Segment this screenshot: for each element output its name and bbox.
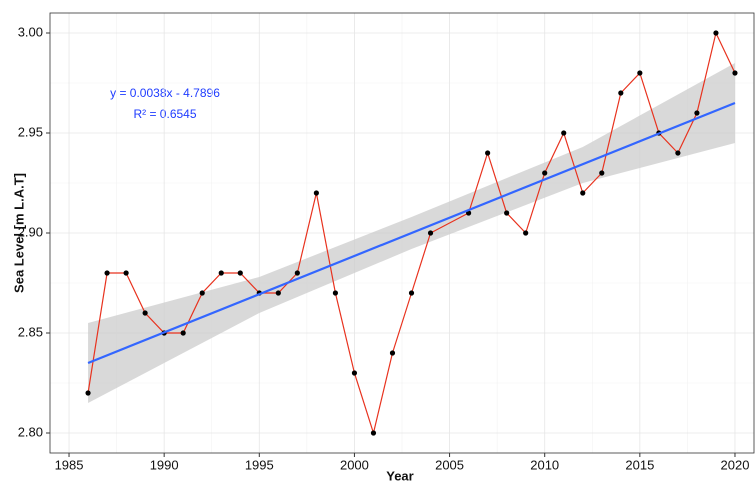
x-tick-label: 2020: [721, 457, 750, 472]
data-point: [599, 170, 605, 176]
data-point: [294, 270, 300, 276]
y-axis-label: Sea Level [m L.A.T]: [11, 173, 26, 293]
y-tick-label: 3.00: [18, 24, 43, 39]
trend-line: [87, 101, 736, 365]
y-tick-label: 2.85: [18, 324, 43, 339]
data-point: [142, 310, 148, 316]
y-tick-label: 2.90: [18, 224, 43, 239]
data-point: [180, 330, 186, 336]
data-point: [637, 70, 643, 76]
data-point: [237, 270, 243, 276]
data-point: [389, 350, 396, 356]
data-point: [408, 290, 415, 296]
x-tick-label: 1990: [150, 457, 179, 472]
x-tick-label: 1995: [245, 457, 274, 472]
data-point: [275, 290, 281, 296]
x-tick-label: 2005: [435, 457, 464, 472]
x-tick-label: 2010: [530, 457, 559, 472]
data-point: [218, 270, 224, 276]
x-tick-label: 1985: [55, 457, 84, 472]
data-point: [351, 370, 358, 376]
data-point: [123, 270, 129, 276]
data-point: [332, 290, 339, 296]
data-point: [104, 270, 110, 276]
data-point: [618, 90, 624, 96]
data-point: [542, 170, 548, 176]
x-tick-label: 2015: [625, 457, 654, 472]
data-point: [504, 210, 510, 216]
data-point: [580, 190, 586, 196]
data-point: [523, 230, 529, 236]
data-point: [561, 130, 567, 136]
equation: y = 0.0038x - 4.7896: [110, 86, 220, 100]
data-point: [732, 70, 738, 76]
y-tick-label: 2.80: [18, 424, 43, 439]
data-point: [675, 150, 681, 156]
y-tick-label: 2.95: [18, 124, 43, 139]
data-point: [713, 30, 719, 36]
r-squared: R² = 0.6545: [133, 107, 196, 121]
data-point: [694, 110, 700, 116]
data-line: [87, 31, 736, 436]
data-point: [85, 390, 91, 396]
x-tick-label: 2000: [340, 457, 369, 472]
panel-border: [49, 12, 755, 454]
data-point: [485, 150, 491, 156]
x-axis-label: Year: [386, 468, 413, 481]
data-point: [427, 230, 434, 236]
data-point: [370, 430, 377, 436]
data-point: [199, 290, 205, 296]
data-point: [313, 190, 319, 196]
